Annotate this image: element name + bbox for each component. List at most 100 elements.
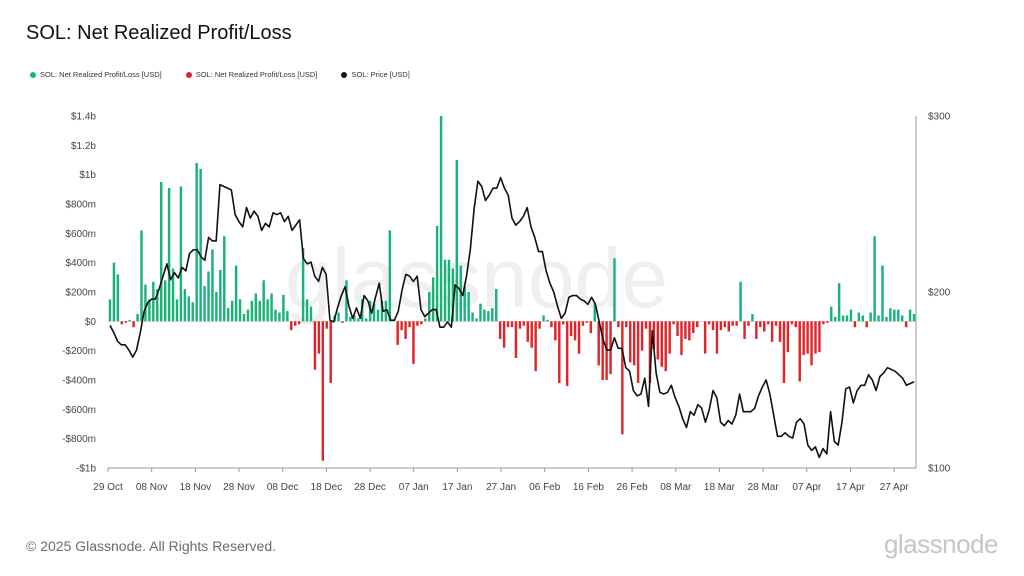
x-tick-label: 08 Mar bbox=[660, 482, 692, 493]
y-tick-label-left: $200m bbox=[65, 288, 96, 299]
profit-bar bbox=[242, 314, 246, 322]
x-axis: 29 Oct 08 Nov 18 Nov 28 Nov 08 Dec 18 Dec 28 D… bbox=[93, 321, 916, 493]
profit-bar bbox=[246, 309, 250, 322]
profit-bar bbox=[309, 306, 313, 322]
loss-bar bbox=[132, 321, 135, 328]
x-tick-label: 06 Feb bbox=[529, 482, 561, 493]
profit-bar bbox=[368, 300, 372, 322]
loss-bar bbox=[778, 321, 782, 342]
profit-bar bbox=[849, 309, 853, 322]
loss-bar bbox=[297, 321, 301, 325]
profit-bar bbox=[546, 319, 549, 322]
loss-bar bbox=[696, 321, 699, 328]
loss-bar bbox=[416, 321, 419, 326]
profit-bar bbox=[424, 318, 427, 322]
loss-bar bbox=[770, 321, 774, 342]
loss-bar bbox=[317, 321, 321, 354]
legend-item-price[interactable]: SOL: Price [USD] bbox=[341, 70, 410, 79]
loss-bar bbox=[321, 321, 325, 461]
loss-bar bbox=[644, 321, 648, 329]
profit-bar bbox=[873, 236, 876, 322]
loss-bar bbox=[806, 321, 809, 354]
profit-bar bbox=[439, 116, 443, 322]
loss-bar bbox=[577, 321, 581, 354]
profit-bar bbox=[152, 281, 155, 322]
profit-bar bbox=[175, 299, 179, 322]
loss-bar bbox=[530, 321, 533, 348]
x-tick-label: 28 Dec bbox=[354, 482, 386, 493]
loss-bar bbox=[569, 321, 573, 336]
loss-bar bbox=[802, 321, 805, 356]
profit-bar bbox=[380, 300, 384, 322]
profit-bar bbox=[230, 300, 234, 322]
loss-bar bbox=[853, 321, 857, 328]
profit-bar bbox=[837, 283, 841, 322]
profit-bar bbox=[140, 230, 143, 322]
profit-bar bbox=[845, 315, 849, 322]
loss-bar bbox=[640, 321, 644, 351]
y-tick-label-left: $400m bbox=[65, 258, 96, 269]
legend-item-profit[interactable]: SOL: Net Realized Profit/Loss [USD] bbox=[30, 70, 162, 79]
loss-bar bbox=[124, 321, 127, 323]
x-tick-label: 18 Dec bbox=[311, 482, 343, 493]
legend: SOL: Net Realized Profit/Loss [USD] SOL:… bbox=[30, 70, 410, 79]
profit-bar bbox=[136, 314, 139, 322]
profit-bar bbox=[219, 270, 222, 322]
profit-bar bbox=[542, 315, 545, 322]
loss-bar bbox=[763, 321, 766, 332]
x-tick-label: 27 Apr bbox=[880, 482, 910, 493]
profit-bar bbox=[108, 299, 112, 322]
profit-bar bbox=[364, 318, 368, 322]
profit-bar bbox=[266, 299, 269, 322]
loss-bar bbox=[798, 321, 801, 382]
profit-bar bbox=[191, 302, 194, 322]
loss-bar bbox=[585, 321, 589, 323]
loss-bar bbox=[794, 321, 798, 328]
profit-bar bbox=[881, 265, 884, 322]
loss-bar bbox=[313, 321, 317, 370]
loss-bar bbox=[550, 321, 553, 328]
loss-bar bbox=[774, 321, 778, 326]
profit-bar bbox=[388, 230, 392, 322]
loss-bar bbox=[865, 321, 868, 328]
profit-bar bbox=[451, 268, 455, 322]
profit-bar bbox=[613, 258, 616, 322]
profit-bar bbox=[262, 280, 265, 322]
legend-dot-price bbox=[341, 71, 348, 78]
loss-bar bbox=[617, 321, 620, 328]
loss-bar bbox=[120, 321, 124, 325]
profit-bar bbox=[305, 299, 309, 322]
x-tick-label: 16 Feb bbox=[573, 482, 605, 493]
profit-bar bbox=[159, 182, 163, 322]
loss-bar bbox=[755, 321, 758, 339]
profit-bar bbox=[455, 160, 459, 322]
profit-bar bbox=[274, 309, 277, 322]
profit-bar bbox=[112, 262, 116, 322]
loss-bar bbox=[581, 321, 585, 326]
loss-bar bbox=[743, 321, 746, 339]
profit-bar bbox=[278, 312, 281, 322]
loss-bar bbox=[656, 321, 660, 360]
loss-bar bbox=[565, 321, 569, 386]
x-tick-label: 27 Jan bbox=[486, 482, 516, 493]
profit-bar bbox=[226, 308, 230, 322]
x-tick-label: 07 Jan bbox=[399, 482, 429, 493]
loss-bar bbox=[676, 321, 679, 336]
loss-bar bbox=[502, 321, 506, 348]
y-tick-label-left: $0 bbox=[85, 317, 97, 328]
profit-bar bbox=[199, 168, 202, 322]
loss-bar bbox=[400, 321, 403, 331]
brand-logo: glassnode bbox=[883, 529, 999, 559]
y-tick-label-left: $800m bbox=[65, 200, 96, 211]
loss-bar bbox=[629, 321, 632, 363]
legend-item-loss[interactable]: SOL: Net Realized Profit/Loss [USD] bbox=[185, 70, 317, 79]
profit-bar bbox=[885, 316, 888, 322]
profit-bar bbox=[487, 311, 490, 322]
profit-bar bbox=[171, 268, 175, 322]
loss-bar bbox=[790, 321, 794, 325]
profit-bar bbox=[751, 314, 754, 322]
profit-bar bbox=[353, 315, 356, 322]
x-tick-label: 17 Apr bbox=[836, 482, 866, 493]
profit-bar bbox=[447, 259, 451, 322]
loss-bar bbox=[408, 321, 411, 328]
